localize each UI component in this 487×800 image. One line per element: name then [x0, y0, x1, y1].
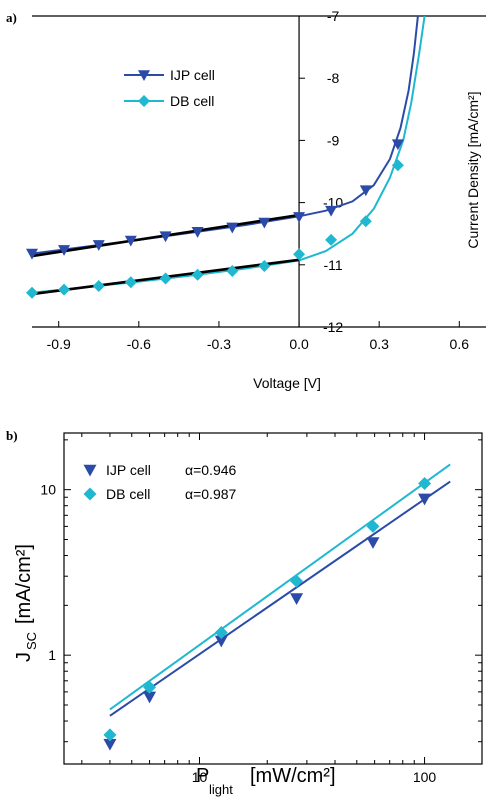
- panel-b-ylabel: J SC [mA/cm²]: [13, 544, 39, 662]
- panel-a-point-1: [58, 283, 71, 296]
- panel-a-point-1: [293, 248, 306, 261]
- panel-a-point-0: [26, 248, 38, 260]
- panel-b-fit-line-0: [109, 480, 451, 717]
- panel-a-point-0: [92, 240, 105, 251]
- panel-b-ylabel-unit: [mA/cm²]: [13, 544, 35, 624]
- panel-a-point-0: [391, 139, 404, 151]
- panel-a-point-1: [258, 260, 271, 273]
- panel-b-xlabel: P light [mW/cm²]: [196, 765, 336, 797]
- panel-b-point-0: [418, 493, 432, 506]
- panel-b-xlabel-main: P: [196, 765, 209, 787]
- panel-a-point-0: [359, 185, 372, 197]
- panel-a-point-1: [159, 272, 172, 285]
- panel-b-label: b): [6, 428, 18, 443]
- panel-a-point-1: [359, 215, 372, 228]
- panel-a-ytick-label: -8: [327, 70, 340, 86]
- panel-a-ytick-label: -9: [327, 132, 340, 148]
- panel-a-xtick-label: -0.6: [127, 336, 151, 352]
- panel-b-xlabel-sub: light: [209, 782, 233, 797]
- panel-b-point-0: [214, 635, 228, 648]
- panel-a-point-1: [92, 279, 105, 292]
- panel-b-legend-alpha-1: α=0.987: [185, 486, 237, 502]
- panel-a-point-0: [159, 231, 172, 243]
- panel-a-legend-marker-1: [138, 95, 150, 107]
- panel-b-fit-line-1: [109, 463, 451, 711]
- panel-a-point-0: [58, 245, 71, 256]
- panel-a-legend-label-1: DB cell: [170, 93, 214, 109]
- panel-b-xtick-label: 10: [192, 769, 208, 785]
- panel-b-chart: 10 100 1 10 IJP cell α=0.946 DB cell α=0.987: [40, 432, 483, 785]
- panel-a-label: a): [6, 10, 17, 25]
- panel-a-point-0: [258, 217, 271, 229]
- panel-a-xtick-label: 0.0: [289, 336, 309, 352]
- panel-a-legend-label-0: IJP cell: [170, 67, 215, 83]
- panel-a-point-1: [325, 233, 338, 246]
- panel-a-point-0: [226, 222, 239, 234]
- panel-b-legend-marker-0: [83, 464, 97, 477]
- panel-a-ytick-label: -7: [327, 8, 340, 24]
- panel-a-xlabel: Voltage [V]: [253, 375, 321, 391]
- panel-a-point-0: [293, 212, 306, 223]
- panel-a-ytick-label: -11: [323, 257, 342, 273]
- panel-b-point-0: [103, 738, 117, 751]
- panel-a-point-1: [26, 286, 38, 299]
- panel-b-frame: [63, 432, 483, 765]
- panel-b-point-1: [366, 519, 380, 533]
- panel-b-point-1: [418, 476, 432, 490]
- panel-a-point-1: [191, 268, 204, 281]
- panel-b-legend-marker-1: [83, 487, 97, 501]
- panel-b-point-0: [290, 593, 304, 605]
- panel-a-xtick-label: 0.3: [369, 336, 389, 352]
- panel-b-legend-alpha-0: α=0.946: [185, 462, 237, 478]
- panel-a-legend-marker-0: [138, 70, 150, 81]
- panel-b-point-1: [214, 626, 228, 640]
- panel-a-ylabel: Current Density [mA/cm²]: [465, 91, 481, 248]
- panel-b-legend-label-1: DB cell: [106, 486, 150, 502]
- panel-a-curve-1: [31, 15, 426, 294]
- panel-a-chart: -0.9 -0.6 -0.3 0.0 0.3 0.6-7-8-9-10-11-12IJP …: [26, 8, 486, 352]
- panel-a-curve-0: [31, 15, 419, 255]
- panel-a-point-0: [124, 235, 137, 247]
- panel-b-legend-label-0: IJP cell: [106, 462, 151, 478]
- panel-a-point-1: [124, 276, 137, 289]
- panel-b-point-1: [103, 728, 117, 742]
- panel-a-point-1: [226, 265, 239, 278]
- panel-b-point-1: [143, 680, 157, 694]
- panel-a-point-1: [391, 159, 404, 172]
- panel-a-xtick-label: -0.3: [207, 336, 231, 352]
- panel-b-xtick-label: 100: [413, 769, 437, 785]
- panel-a-xtick-label: -0.9: [47, 336, 71, 352]
- panel-b-point-1: [290, 574, 304, 588]
- panel-a-point-0: [191, 227, 204, 238]
- panel-b-xlabel-unit: [mW/cm²]: [250, 765, 336, 787]
- panel-b-point-0: [143, 691, 157, 704]
- panel-a-ytick-label: -12: [323, 319, 343, 335]
- panel-b-ylabel-sub: SC: [24, 632, 39, 650]
- panel-a-point-0: [325, 205, 338, 217]
- panel-b-ytick-label: 10: [40, 482, 56, 498]
- panel-b-ytick-label: 1: [48, 647, 56, 663]
- panel-b-point-0: [366, 537, 380, 549]
- panel-b-ylabel-main: J: [13, 652, 35, 662]
- panel-a-xtick-label: 0.6: [450, 336, 470, 352]
